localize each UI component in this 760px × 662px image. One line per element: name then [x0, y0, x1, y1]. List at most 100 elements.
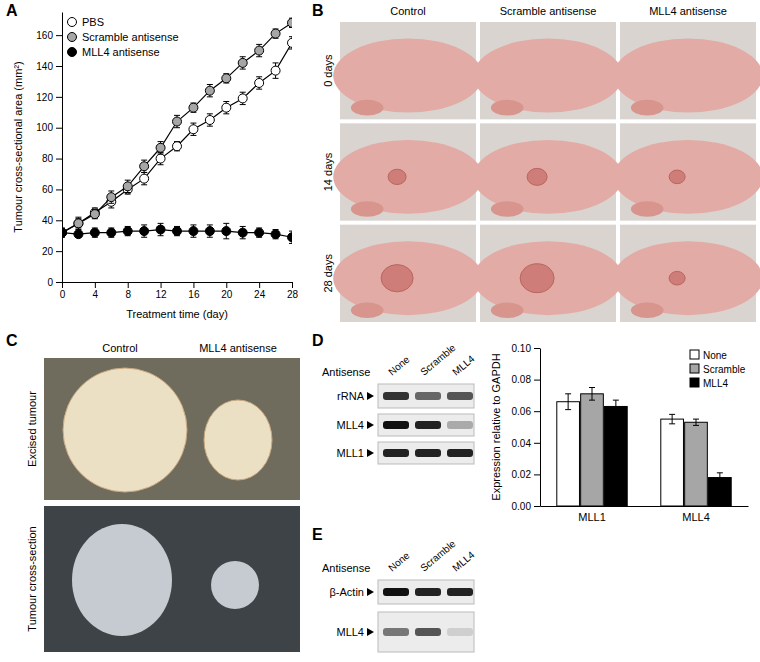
band	[383, 588, 409, 596]
error-cap	[565, 409, 571, 410]
data-point	[205, 86, 214, 95]
error-cap	[141, 172, 147, 173]
error-cap	[589, 400, 595, 401]
tick-mark	[56, 97, 62, 98]
legend-label: MLL4 antisense	[82, 46, 160, 58]
lane-label: MLL4	[450, 353, 477, 378]
tick-label: 24	[254, 289, 266, 300]
error-cap	[256, 89, 262, 90]
error-bar	[589, 388, 595, 401]
band-arrow	[367, 421, 374, 429]
error-cap	[256, 44, 262, 45]
panel-label: B	[312, 2, 324, 19]
tick-label: 0.10	[512, 343, 532, 354]
data-point	[255, 228, 264, 237]
axis-line	[540, 349, 541, 507]
error-bar	[565, 394, 571, 410]
error-cap	[223, 238, 229, 239]
column-label: Control	[390, 5, 425, 17]
tick-mark	[226, 282, 227, 288]
column-label: MLL4 antisense	[649, 5, 727, 17]
data-point	[238, 94, 247, 103]
tick-mark	[56, 159, 62, 160]
tick-mark	[56, 282, 62, 283]
error-cap	[289, 231, 292, 232]
legend-label: PBS	[82, 16, 104, 28]
error-cap	[125, 192, 131, 193]
y-axis-title: Tumour cross-sectional area (mm²)	[12, 61, 24, 232]
tick: 12	[156, 282, 168, 300]
data-point	[288, 38, 293, 47]
data-point	[156, 143, 165, 152]
tick-label: 8	[125, 289, 131, 300]
mouse-body	[473, 140, 623, 214]
error-cap	[693, 419, 699, 420]
blot-title: Antisense	[322, 366, 370, 378]
x-axis: 0481216202428	[60, 282, 299, 300]
data-point	[238, 228, 247, 237]
error-cap	[108, 207, 114, 208]
error-cap	[273, 62, 279, 63]
mouse-body	[333, 39, 483, 113]
tick: 4	[93, 282, 99, 300]
data-point	[189, 227, 198, 236]
mouse-leg	[631, 303, 664, 319]
error-cap	[141, 224, 147, 225]
data-point	[140, 162, 149, 171]
mouse-body	[473, 241, 623, 315]
error-cap	[240, 56, 246, 57]
tick-mark	[259, 282, 260, 288]
series-line	[62, 23, 292, 233]
tumour-section	[72, 524, 172, 636]
error-cap	[190, 237, 196, 238]
band	[447, 392, 473, 400]
error-cap	[125, 180, 131, 181]
data-point	[74, 219, 83, 228]
tick: 0.04	[512, 438, 540, 449]
error-line	[696, 419, 697, 425]
error-cap	[240, 104, 246, 105]
tick-label: 40	[42, 215, 54, 226]
error-cap	[108, 203, 114, 204]
error-cap	[669, 414, 675, 415]
data-point	[107, 228, 116, 237]
blot-strip	[378, 612, 474, 652]
tick: 16	[188, 282, 200, 300]
error-line	[615, 400, 616, 413]
error-cap	[207, 84, 213, 85]
data-point	[62, 228, 67, 237]
series-line	[62, 43, 292, 233]
plot-area	[557, 388, 731, 507]
error-cap	[223, 113, 229, 114]
error-line	[592, 388, 593, 401]
tick: 0.06	[512, 406, 540, 417]
tick-mark	[534, 474, 540, 475]
error-line	[719, 473, 720, 482]
error-bar	[669, 414, 675, 423]
tumour	[669, 271, 685, 285]
bar	[605, 406, 628, 506]
tick-label: 120	[36, 92, 53, 103]
error-cap	[141, 237, 147, 238]
column-label: Scramble antisense	[500, 5, 597, 17]
band	[383, 449, 409, 457]
tick-mark	[534, 348, 540, 349]
data-point	[173, 227, 182, 236]
tick: 40	[42, 215, 62, 226]
error-cap	[190, 224, 196, 225]
band	[383, 421, 409, 429]
mouse-leg	[351, 100, 384, 116]
legend: PBSScramble antisenseMLL4 antisense	[68, 16, 179, 58]
photo-background	[44, 506, 300, 652]
panel-label: C	[6, 332, 18, 349]
tick: MLL4	[682, 506, 710, 523]
mouse-leg	[631, 201, 664, 217]
data-point	[173, 142, 182, 151]
tick: 0.00	[512, 501, 540, 512]
blot-strip	[378, 414, 474, 436]
error-bar	[693, 419, 699, 425]
data-point	[62, 228, 67, 237]
band	[415, 421, 441, 429]
error-cap	[240, 69, 246, 70]
tick-mark	[56, 128, 62, 129]
